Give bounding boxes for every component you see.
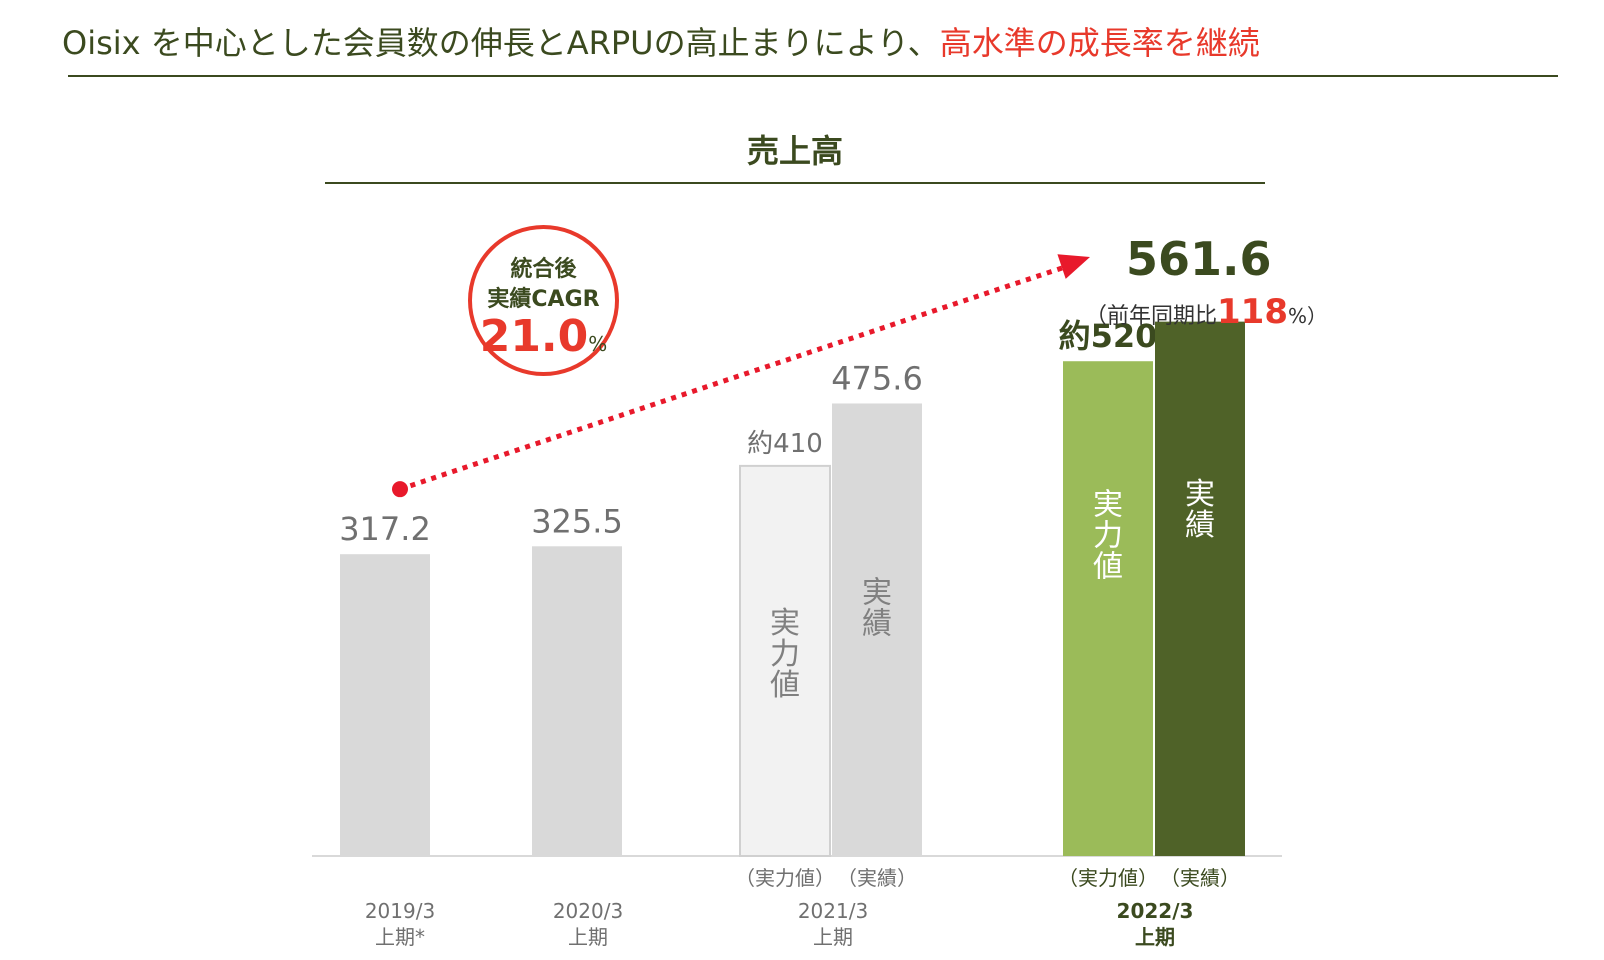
bar-inner-char-4-1: 力 (1093, 518, 1123, 553)
yoy-suffix: %） (1288, 304, 1328, 328)
bar-inner-char-5-0: 実 (1185, 477, 1215, 512)
trend-arrow-line (399, 263, 1069, 492)
bar-3 (832, 403, 922, 856)
yoy-prefix: （前年同期比 (1085, 304, 1218, 329)
bar-1 (532, 546, 622, 856)
bar-2 (739, 464, 831, 857)
cagr-line1: 統合後 (510, 257, 577, 282)
bar-value-label-4: 約520 (1059, 317, 1158, 355)
category-label-1-line1: 2020/3 (553, 899, 623, 923)
sub-label-3-1: （実績） (1160, 866, 1240, 890)
cagr-badge: 統合後 実績CAGR 21.0% (468, 225, 619, 376)
cagr-unit: % (588, 332, 608, 356)
cagr-value-row: 21.0% (472, 311, 615, 362)
trend-arrow-start-dot (392, 481, 408, 498)
bar-value-label-3: 475.6 (831, 359, 923, 397)
cagr-value: 21.0 (479, 311, 589, 362)
bar-inner-char-2-2: 値 (770, 668, 800, 703)
headline-main: Oisix を中心とした会員数の伸長とARPUの高止まりにより、 (62, 24, 940, 62)
category-label-2-line1: 2021/3 (798, 899, 868, 923)
category-label-0-line2: 上期* (375, 925, 425, 949)
bar-inner-char-3-0: 実 (862, 576, 892, 611)
category-label-2-line2: 上期 (813, 925, 853, 949)
headline-highlight: 高水準の成長率を継続 (939, 24, 1260, 62)
bar-0 (340, 554, 430, 856)
bar-inner-char-2-1: 力 (770, 637, 800, 672)
headline: Oisix を中心とした会員数の伸長とARPUの高止まりにより、高水準の成長率を… (62, 18, 1260, 64)
bar-5 (1155, 321, 1245, 857)
bar-value-label-2: 約410 (747, 429, 823, 459)
bar-inner-char-4-2: 値 (1093, 549, 1123, 584)
sub-label-2-0: （実力値） (735, 866, 835, 890)
bar-inner-char-4-0: 実 (1093, 487, 1123, 522)
sub-label-2-1: （実績） (837, 866, 917, 890)
bar-value-label-1: 325.5 (531, 502, 623, 540)
category-label-0-line1: 2019/3 (365, 899, 435, 923)
yoy-growth: （前年同期比118%） (1085, 292, 1327, 332)
bar-inner-char-2-0: 実 (770, 606, 800, 641)
sub-label-3-0: （実力値） (1058, 866, 1158, 890)
bar-inner-char-3-1: 績 (862, 607, 892, 642)
category-label-3-line2: 上期 (1135, 925, 1175, 949)
latest-value: 561.6 (1126, 232, 1272, 286)
bar-inner-char-5-1: 績 (1185, 508, 1215, 543)
category-label-1-line2: 上期 (568, 925, 608, 949)
cagr-line2: 実績CAGR (487, 287, 600, 312)
bar-value-label-0: 317.2 (339, 510, 431, 548)
headline-rule (68, 75, 1558, 77)
bar-4 (1063, 361, 1153, 856)
trend-arrow-head (1057, 254, 1090, 279)
chart-title: 売上高 (746, 132, 843, 170)
chart-title-rule (325, 182, 1265, 184)
category-label-3-line1: 2022/3 (1117, 899, 1194, 923)
yoy-value: 118 (1217, 292, 1288, 332)
